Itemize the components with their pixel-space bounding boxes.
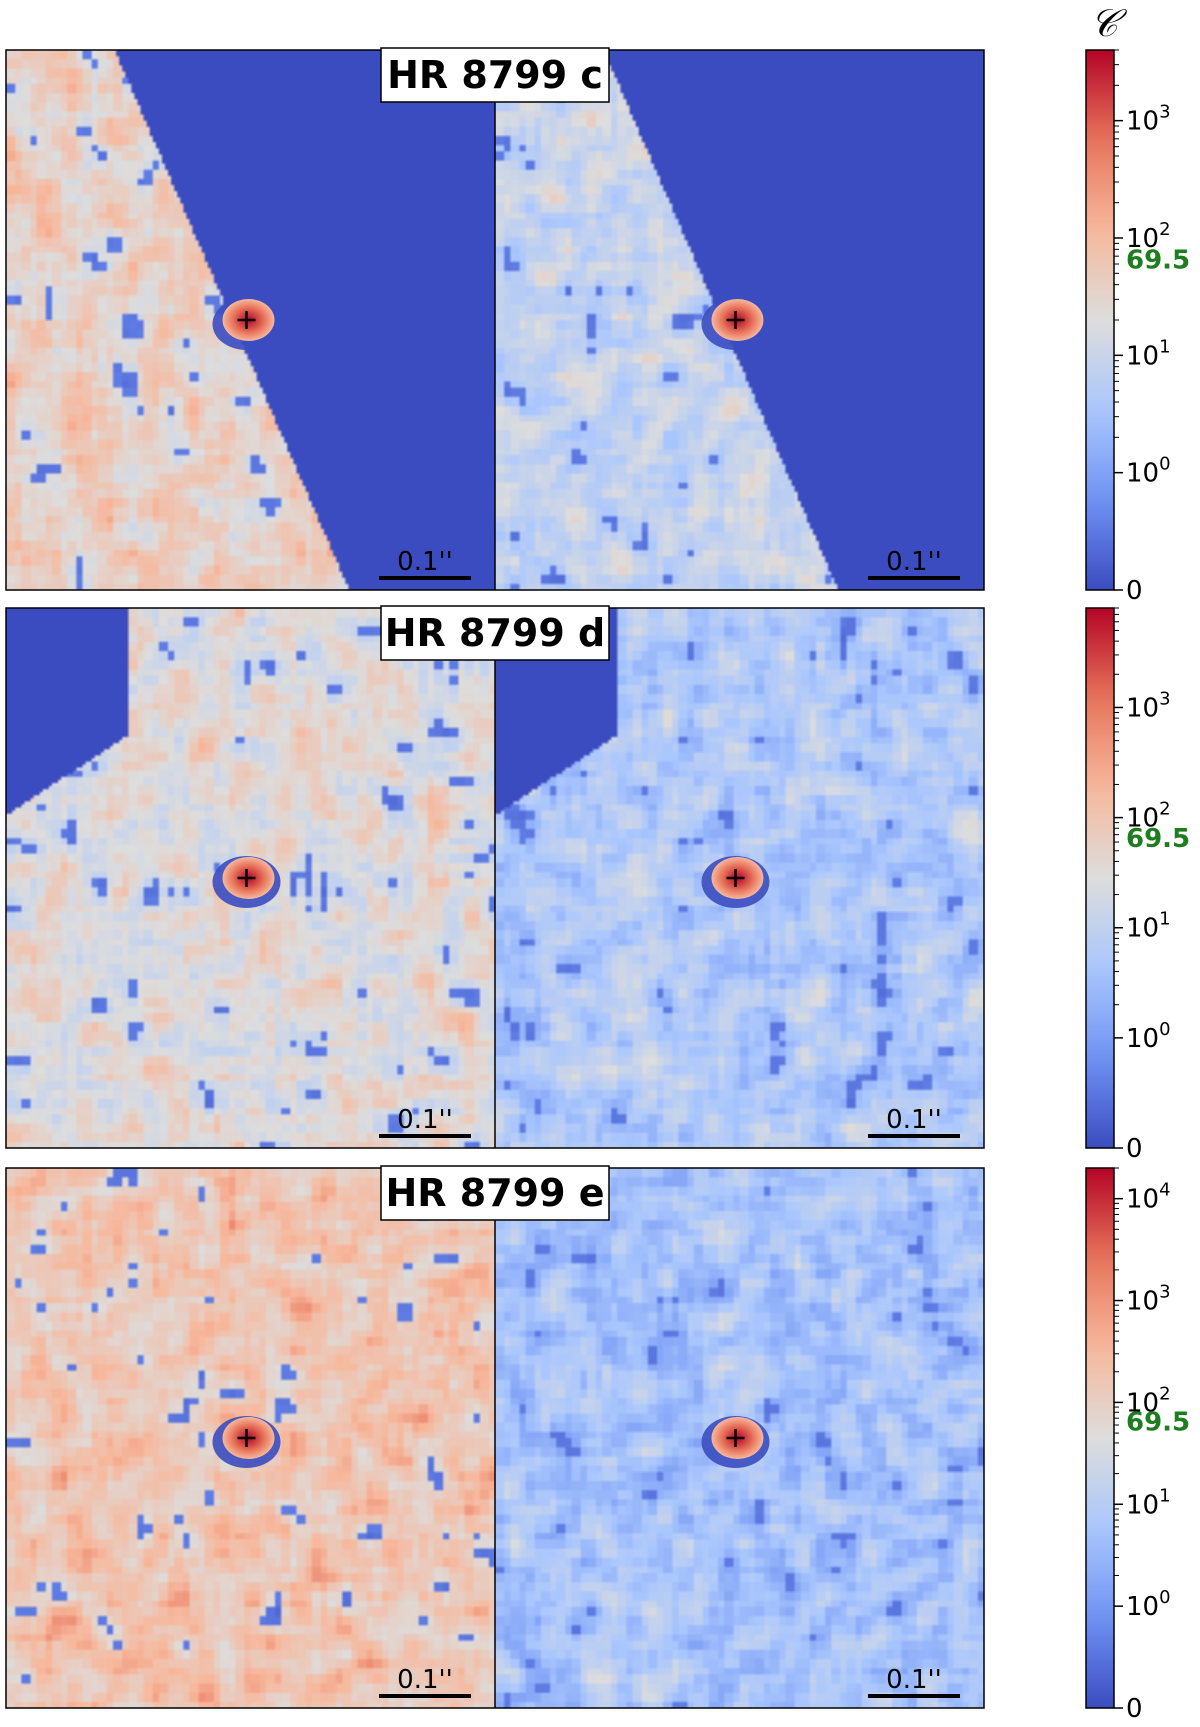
colorbar-tick-label: 102 — [1126, 1383, 1171, 1418]
tick-exponent: 2 — [1159, 799, 1170, 820]
panels: 0.1'' 0.1'' — [6, 608, 984, 1148]
tick-base: 10 — [1126, 1287, 1159, 1317]
panel-title-box — [380, 1165, 610, 1221]
panels: 0.1'' 0.1'' — [6, 50, 984, 590]
colorbar-symbol: 𝒞 — [1090, 1, 1127, 45]
colorbar-tick-label: 103 — [1126, 102, 1171, 137]
threshold-label: 69.5 — [1126, 824, 1190, 854]
tick-exponent: 2 — [1159, 219, 1170, 240]
colorbar-tick-label: 104 — [1126, 1180, 1171, 1215]
colorbar-tick-label: 103 — [1126, 1282, 1171, 1317]
scale-bar-label: 0.1'' — [397, 547, 453, 577]
tick-exponent: 0 — [1159, 1587, 1170, 1608]
colorbar-tick-label: 102 — [1126, 219, 1171, 254]
tick-base: 10 — [1126, 1185, 1159, 1215]
panel-title: HR 8799 c — [387, 53, 603, 97]
tick-base: 10 — [1126, 459, 1159, 489]
scale-bar-label: 0.1'' — [397, 1105, 453, 1135]
colorbar-tick-label: 101 — [1126, 1485, 1171, 1520]
scale-bar-label: 0.1'' — [886, 1665, 942, 1695]
threshold-label: 69.5 — [1126, 246, 1190, 276]
colorbar-tick-label: 102 — [1126, 799, 1171, 834]
tick-base: 10 — [1126, 1490, 1159, 1520]
panel-title-box — [380, 605, 610, 661]
tick-exponent: 0 — [1159, 1019, 1170, 1040]
tick-exponent: 1 — [1159, 1485, 1170, 1506]
threshold-label: 69.5 — [1126, 1407, 1190, 1437]
tick-base: 10 — [1126, 693, 1159, 723]
colorbar-tick-label: 100 — [1126, 1587, 1171, 1622]
colorbar-tick-label: 103 — [1126, 688, 1171, 723]
tick-exponent: 3 — [1159, 688, 1170, 709]
tick-base: 10 — [1126, 914, 1159, 944]
tick-exponent: 1 — [1159, 336, 1170, 357]
tick-base: 10 — [1126, 804, 1159, 834]
tick-base: 10 — [1126, 107, 1159, 137]
colorbar-tick-label: 100 — [1126, 454, 1171, 489]
panels: 0.1'' 0.1'' — [6, 1168, 984, 1708]
colorbar — [1085, 49, 1115, 591]
scale-bar-label: 0.1'' — [886, 1105, 942, 1135]
colorbar-tick-label: 100 — [1126, 1019, 1171, 1054]
colorbar-tick-label: 101 — [1126, 336, 1171, 371]
tick-exponent: 2 — [1159, 1383, 1170, 1404]
tick-exponent: 1 — [1159, 909, 1170, 930]
scale-bar-label: 0.1'' — [886, 547, 942, 577]
colorbar-tick-label: 0 — [1126, 1694, 1143, 1724]
colorbar — [1085, 607, 1115, 1149]
panel-title: HR 8799 e — [385, 1171, 604, 1215]
colorbar — [1085, 1167, 1115, 1709]
colorbar-tick-label: 0 — [1126, 1134, 1143, 1164]
tick-base: 10 — [1126, 1024, 1159, 1054]
panel-title-box — [380, 47, 610, 103]
tick-exponent: 3 — [1159, 1282, 1170, 1303]
scale-bar-label: 0.1'' — [397, 1665, 453, 1695]
tick-base: 10 — [1126, 341, 1159, 371]
colorbar-tick-label: 101 — [1126, 909, 1171, 944]
tick-exponent: 0 — [1159, 454, 1170, 475]
tick-exponent: 3 — [1159, 102, 1170, 123]
tick-exponent: 4 — [1159, 1180, 1170, 1201]
panel-title: HR 8799 d — [385, 611, 606, 655]
tick-base: 10 — [1126, 1592, 1159, 1622]
tick-base: 10 — [1126, 224, 1159, 254]
colorbar-tick-label: 0 — [1126, 576, 1143, 606]
tick-base: 10 — [1126, 1388, 1159, 1418]
